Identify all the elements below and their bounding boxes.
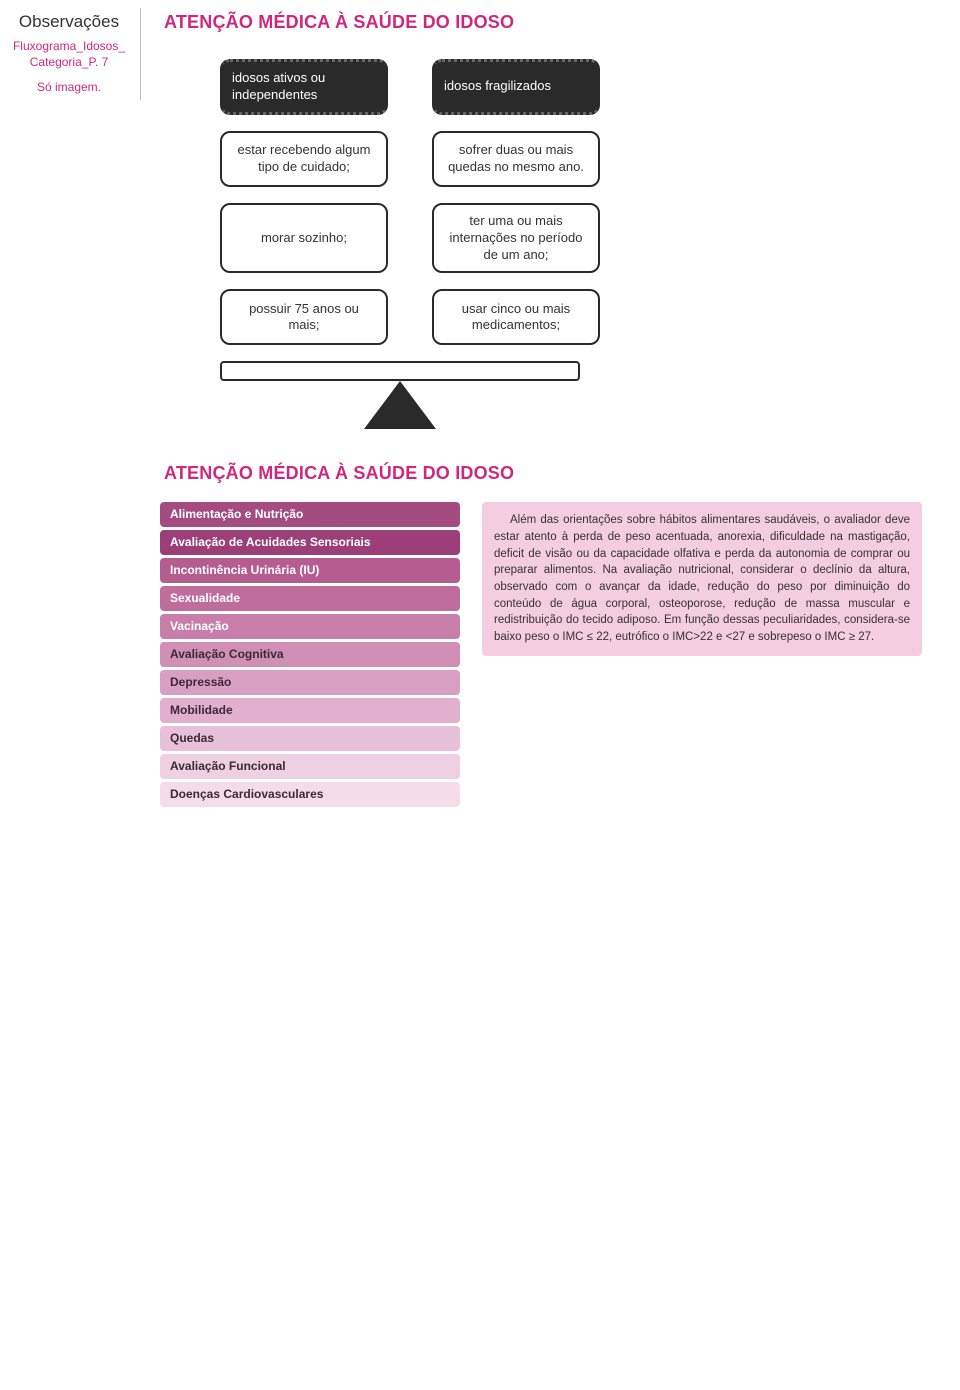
menu-label: Avaliação Cognitiva <box>170 647 284 661</box>
menu-item-depression[interactable]: Depressão <box>160 670 460 695</box>
card-age-75: possuir 75 anos ou mais; <box>220 289 388 345</box>
menu-item-incontinence[interactable]: Incontinência Urinária (IU) <box>160 558 460 583</box>
menu-label: Doenças Cardiovasculares <box>170 787 323 801</box>
sidebar-subtitle: Fluxograma_Idosos_ Categoria_P. 7 <box>6 38 132 70</box>
menu-label: Quedas <box>170 731 214 745</box>
info-text: Além das orientações sobre hábitos alime… <box>494 514 910 643</box>
menu-label: Depressão <box>170 675 231 689</box>
cards-row-1: estar recebendo algum tipo de cuidado; s… <box>160 131 930 187</box>
cards-row-3: possuir 75 anos ou mais; usar cinco ou m… <box>160 289 930 345</box>
menu-item-cognitive[interactable]: Avaliação Cognitiva <box>160 642 460 667</box>
cards-row-2: morar sozinho; ter uma ou mais internaçõ… <box>160 203 930 274</box>
chip-active-elderly: idosos ativos ou independentes <box>220 59 388 115</box>
sidebar-title: Observações <box>6 12 132 32</box>
menu-label: Avaliação de Acuidades Sensoriais <box>170 535 371 549</box>
vertical-divider <box>140 8 141 100</box>
balance-bar <box>220 361 580 381</box>
menu-label: Alimentação e Nutrição <box>170 507 303 521</box>
section-attention: ATENÇÃO MÉDICA À SAÚDE DO IDOSO Alimenta… <box>160 463 930 807</box>
menu-item-cardio[interactable]: Doenças Cardiovasculares <box>160 782 460 807</box>
balance-scale <box>160 361 580 429</box>
card-medications: usar cinco ou mais medicamentos; <box>432 289 600 345</box>
sidebar-note: Só imagem. <box>6 80 132 94</box>
main-content: ATENÇÃO MÉDICA À SAÚDE DO IDOSO idosos a… <box>160 12 930 807</box>
page-title: ATENÇÃO MÉDICA À SAÚDE DO IDOSO <box>160 12 930 33</box>
menu-item-functional[interactable]: Avaliação Funcional <box>160 754 460 779</box>
top-chips-row: idosos ativos ou independentes idosos fr… <box>160 59 930 115</box>
menu-item-sexuality[interactable]: Sexualidade <box>160 586 460 611</box>
topics-menu: Alimentação e Nutrição Avaliação de Acui… <box>160 502 460 807</box>
menu-item-vaccination[interactable]: Vacinação <box>160 614 460 639</box>
sidebar: Observações Fluxograma_Idosos_ Categoria… <box>0 0 140 94</box>
menu-item-sensory[interactable]: Avaliação de Acuidades Sensoriais <box>160 530 460 555</box>
info-box-nutrition: Além das orientações sobre hábitos alime… <box>482 502 922 655</box>
card-hospitalizations: ter uma ou mais internações no período d… <box>432 203 600 274</box>
menu-label: Avaliação Funcional <box>170 759 286 773</box>
balance-fulcrum-icon <box>364 381 436 429</box>
menu-item-nutrition[interactable]: Alimentação e Nutrição <box>160 502 460 527</box>
card-falls: sofrer duas ou mais quedas no mesmo ano. <box>432 131 600 187</box>
section-title: ATENÇÃO MÉDICA À SAÚDE DO IDOSO <box>160 463 930 484</box>
card-live-alone: morar sozinho; <box>220 203 388 274</box>
card-receiving-care: estar recebendo algum tipo de cuidado; <box>220 131 388 187</box>
chip-frail-elderly: idosos fragilizados <box>432 59 600 115</box>
menu-label: Incontinência Urinária (IU) <box>170 563 319 577</box>
menu-item-falls[interactable]: Quedas <box>160 726 460 751</box>
menu-item-mobility[interactable]: Mobilidade <box>160 698 460 723</box>
two-column-layout: Alimentação e Nutrição Avaliação de Acui… <box>160 502 930 807</box>
menu-label: Mobilidade <box>170 703 233 717</box>
menu-label: Sexualidade <box>170 591 240 605</box>
menu-label: Vacinação <box>170 619 229 633</box>
